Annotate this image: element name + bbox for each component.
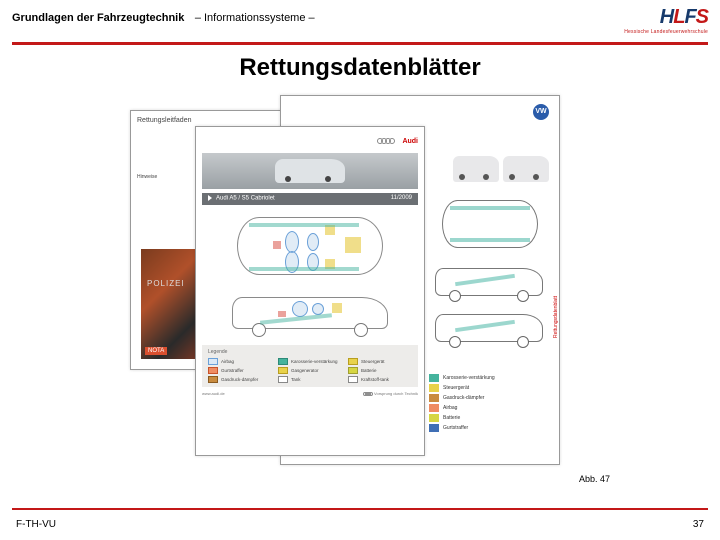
legend-cell: Gasgenerator [278,367,342,374]
audi-legend: Legende Airbag Karosserie-verstärkung Steu… [202,345,418,387]
vw-side-label: Rettungsdatenblatt [553,296,559,338]
notarzt-badge: NOTA [145,347,167,355]
vw-top-view [440,196,540,252]
audi-datasheet: Audi Audi A5 / S5 Cabriolet 11/2009 [195,126,425,456]
footer-rule [12,508,708,510]
back-title: Rettungsleitfaden [137,117,303,124]
legend-row: Karosserie-verstärkung [429,374,549,382]
legend-cell: Kraftstoff-tank [348,376,412,383]
audi-brand: Audi [402,138,418,145]
vw-side-view [435,262,543,302]
vw-legend: Karosserie-verstärkung Steuergerät Gasdruc… [429,372,549,434]
legend-cell: Gasdruck-dämpfer [208,376,272,383]
car-thumb [503,156,549,182]
audi-rings-icon [379,138,395,144]
legend-cell: Gurtstraffer [208,367,272,374]
vw-side-view-2 [435,308,543,348]
legend-row: Batterie [429,414,549,422]
legend-row: Airbag [429,404,549,412]
page-number: 37 [693,519,704,530]
car-thumb [453,156,499,182]
legend-cell: Airbag [208,358,272,365]
vw-model-thumbnails [453,156,549,182]
vw-diagrams [435,196,545,354]
legend-row: Gasdruck-dämpfer [429,394,549,402]
vw-logo-icon: VW [533,104,549,120]
legend-row: Gurtstraffer [429,424,549,432]
audi-model-photo [202,153,418,189]
logo-subtitle: Hessische Landesfeuerwehrschule [624,29,708,35]
footer-code: F-TH-VU [16,519,56,530]
audi-footer: www.audi.de Vorsprung durch Technik [202,391,418,396]
audi-top-view [235,211,385,281]
header-rule [12,42,708,45]
legend-cell: Batterie [348,367,412,374]
legend-cell: Karosserie-verstärkung [278,358,342,365]
audi-model-bar: Audi A5 / S5 Cabriolet 11/2009 [202,193,418,205]
hlfs-logo: HLFS Hessische Landesfeuerwehrschule [624,6,708,35]
content-stage: Rettungsleitfaden Hinweise NOTA VW [0,90,720,490]
legend-title: Legende [208,349,412,355]
audi-diagrams [202,211,418,337]
page-title: Rettungsdatenblätter [0,54,720,82]
legend-cell: Tank [278,376,342,383]
legend-row: Steuergerät [429,384,549,392]
audi-header: Audi [202,133,418,149]
legend-cell: Steuergerät [348,358,412,365]
header-title: Grundlagen der Fahrzeugtechnik [12,12,184,24]
audi-side-view [230,289,390,337]
figure-caption: Abb. 47 [579,474,610,484]
header-subtitle: – Informationssysteme – [195,12,315,24]
